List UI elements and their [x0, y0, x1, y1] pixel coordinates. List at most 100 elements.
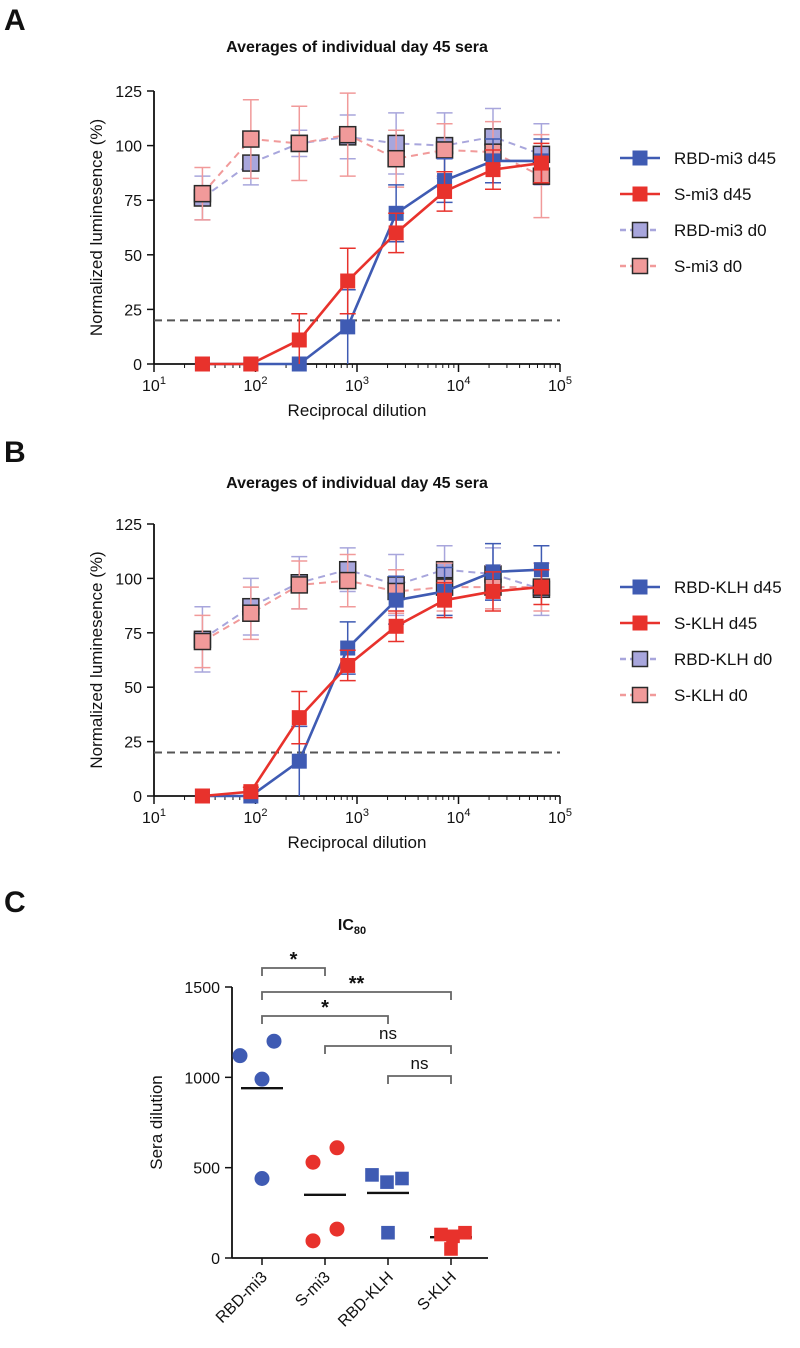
data-point — [266, 1033, 282, 1049]
data-point — [242, 604, 260, 622]
legend-marker — [632, 615, 648, 631]
y-tick-label: 125 — [115, 517, 142, 534]
x-axis-label: Reciprocal dilution — [288, 401, 427, 420]
y-axis-label: Sera dilution — [147, 1075, 166, 1170]
data-point — [388, 592, 404, 608]
data-point — [243, 784, 259, 800]
y-tick-label: 1000 — [184, 1070, 220, 1087]
data-point — [291, 332, 307, 348]
x-tick-label: 104 — [447, 375, 471, 395]
legend-marker — [632, 186, 648, 202]
series-line — [202, 159, 542, 366]
data-point — [329, 1221, 345, 1237]
y-tick-label: 1500 — [184, 980, 220, 997]
series-line — [202, 568, 542, 798]
data-point — [243, 356, 259, 372]
group-rbd-klh — [365, 1168, 409, 1240]
series-s-mi3-d45 — [194, 142, 550, 372]
legend-marker — [632, 579, 648, 595]
series-line — [201, 135, 542, 199]
data-point — [387, 149, 405, 168]
legend-label: RBD-KLH d0 — [674, 650, 772, 669]
data-point — [340, 319, 356, 335]
panel-letter: A — [4, 4, 26, 37]
x-tick-label: RBD-KLH — [335, 1269, 397, 1331]
data-point — [380, 1175, 394, 1189]
x-tick-label: S-KLH — [414, 1269, 459, 1314]
legend-marker — [631, 650, 649, 668]
y-tick-label: 75 — [124, 626, 142, 643]
legend-marker — [631, 257, 649, 275]
panel-c: C IC80 0 500 1000 1500 Sera dilution RBD-mi3 S-m… — [4, 886, 488, 1330]
data-point — [194, 356, 210, 372]
data-point — [194, 788, 210, 804]
data-point — [329, 1140, 345, 1156]
legend-label: RBD-mi3 d45 — [674, 149, 776, 168]
chart-title: IC80 — [338, 917, 366, 937]
ns-label: ns — [379, 1024, 397, 1043]
y-tick-label: 100 — [115, 139, 142, 156]
legend-label: S-KLH d0 — [674, 686, 748, 705]
x-tick-label: 102 — [244, 375, 268, 395]
legend-label: RBD-KLH d45 — [674, 578, 782, 597]
data-point — [533, 579, 549, 595]
x-tick-label: 102 — [244, 807, 268, 827]
y-tick-label: 125 — [115, 84, 142, 101]
panel-b: B Averages of individual day 45 sera 0 25 50… — [4, 436, 782, 852]
data-point — [388, 618, 404, 634]
chart-title: Averages of individual day 45 sera — [226, 475, 488, 492]
y-tick-label: 25 — [124, 302, 142, 319]
x-axis-label: Reciprocal dilution — [288, 833, 427, 852]
group-s-klh — [430, 1225, 472, 1256]
y-axis-label: Normalized luminesence (%) — [87, 551, 106, 768]
y-axis-label: Normalized luminesence (%) — [87, 119, 106, 336]
x-tick-label: 105 — [548, 375, 572, 395]
comparison-bracket — [387, 1075, 452, 1084]
x-tick-label: 101 — [142, 375, 166, 395]
panel-letter: B — [4, 436, 26, 469]
y-tick-label: 0 — [211, 1251, 220, 1268]
data-point — [458, 1225, 472, 1240]
series-s-klh-d45 — [194, 568, 550, 804]
data-point — [338, 125, 357, 144]
comparison-bracket — [324, 1045, 452, 1054]
data-point — [340, 657, 356, 673]
data-point — [290, 134, 309, 153]
data-point — [434, 1227, 448, 1242]
data-point — [446, 1229, 460, 1244]
data-point — [388, 225, 404, 241]
data-point — [437, 183, 453, 199]
x-tick-label: RBD-mi3 — [213, 1269, 271, 1327]
group-rbd-mi3 — [232, 1033, 283, 1187]
y-tick-label: 25 — [124, 735, 142, 752]
legend-label: RBD-mi3 d0 — [674, 221, 767, 240]
data-point — [338, 571, 357, 590]
data-point — [232, 1048, 248, 1064]
data-point — [193, 632, 212, 651]
data-point — [444, 1242, 458, 1256]
group-s-mi3 — [304, 1140, 346, 1249]
data-point — [435, 141, 454, 159]
data-point — [254, 1171, 270, 1187]
series-line — [202, 585, 542, 798]
x-tick-label: 101 — [142, 807, 166, 827]
legend-marker — [631, 686, 649, 704]
data-point — [291, 753, 307, 769]
data-point — [242, 130, 260, 148]
legend-label: S-mi3 d45 — [674, 185, 751, 204]
data-point — [395, 1171, 409, 1186]
legend: RBD-mi3 d45 S-mi3 d45 RBD-mi3 d0 S-mi3 d0 — [620, 149, 776, 276]
legend-marker — [632, 150, 648, 166]
y-tick-label: 50 — [124, 680, 142, 697]
x-tick-label: 103 — [345, 807, 369, 827]
y-tick-label: 75 — [124, 193, 142, 210]
significance-label: * — [290, 949, 298, 971]
y-tick-label: 0 — [133, 357, 142, 374]
legend-label: S-mi3 d0 — [674, 257, 742, 276]
data-point — [305, 1154, 321, 1170]
legend-label: S-KLH d45 — [674, 614, 757, 633]
data-point — [381, 1225, 395, 1240]
chart-title: Averages of individual day 45 sera — [226, 39, 488, 56]
